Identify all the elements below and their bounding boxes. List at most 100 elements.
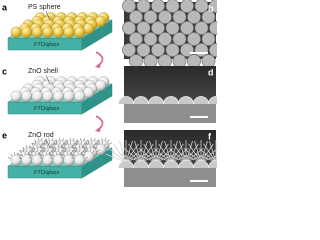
- sem-rod: [108, 148, 127, 163]
- sem-sphere: [158, 54, 172, 68]
- sem-image: [122, 0, 217, 68]
- sem-rod: [158, 143, 172, 163]
- sem-sphere: [143, 10, 158, 24]
- sphere: [63, 90, 75, 102]
- arrow-head: [95, 126, 101, 132]
- sem-rod: [194, 140, 202, 163]
- sphere: [42, 26, 54, 38]
- sphere: [10, 26, 22, 38]
- sem-sphere: [209, 0, 217, 13]
- sphere: [31, 154, 43, 166]
- sem-dome: [163, 96, 179, 105]
- sem-rod: [119, 140, 127, 163]
- sem-rod: [165, 153, 187, 163]
- sem-dome: [163, 160, 179, 169]
- sem-sphere: [158, 10, 172, 24]
- sem-dome: [193, 96, 209, 105]
- sem-dome: [133, 160, 149, 169]
- sem-rod: [155, 140, 163, 163]
- sem-sphere: [151, 0, 165, 13]
- sem-rod: [173, 143, 187, 163]
- sem-sphere: [165, 43, 180, 57]
- sem-rod: [164, 140, 172, 163]
- sem-rod: [195, 153, 217, 163]
- sem-dome: [193, 160, 209, 169]
- sem-rod: [125, 140, 133, 163]
- sphere: [74, 26, 86, 38]
- sem-dome: [118, 160, 134, 169]
- sphere: [31, 90, 43, 102]
- sphere: [31, 26, 43, 38]
- sem-sphere: [187, 54, 201, 68]
- sem-dome: [133, 96, 149, 105]
- sem-rod: [198, 148, 217, 163]
- sem-dome: [208, 160, 217, 169]
- layer-label: ZnO shell: [28, 68, 58, 75]
- sem-rod: [113, 143, 127, 163]
- sphere: [52, 90, 65, 102]
- panel-letter: e: [2, 130, 7, 140]
- sphere: [52, 154, 65, 166]
- sem-sphere: [187, 10, 201, 24]
- sem-rod: [188, 143, 202, 163]
- arrow-head: [95, 62, 101, 68]
- sem-rod: [134, 140, 142, 163]
- sem-dome: [148, 160, 164, 169]
- sem-rod: [168, 148, 187, 163]
- sem-sphere: [122, 21, 136, 35]
- sem-rod: [200, 148, 217, 163]
- sem-sphere: [172, 10, 187, 24]
- sem-rod: [180, 153, 202, 163]
- sphere: [52, 26, 65, 38]
- sem-sphere: [194, 0, 209, 13]
- sem-sphere: [122, 43, 136, 57]
- sphere: [63, 26, 75, 38]
- sem-rod: [140, 148, 159, 163]
- sem-sphere: [172, 54, 187, 68]
- sem-sphere: [143, 54, 158, 68]
- sphere: [21, 154, 33, 166]
- sem-sphere: [129, 10, 143, 24]
- sem-sphere: [194, 21, 209, 35]
- sem-sphere: [122, 0, 136, 13]
- sphere: [21, 90, 33, 102]
- panel-letter: b: [208, 3, 214, 13]
- sem-sphere: [180, 21, 194, 35]
- sem-sphere: [151, 43, 165, 57]
- sphere: [10, 90, 22, 102]
- layer-label: ZnO rod: [28, 132, 54, 139]
- sem-rod: [128, 143, 142, 163]
- sem-sphere: [209, 21, 217, 35]
- sem-substrate: [124, 104, 216, 123]
- sem-sphere: [201, 32, 216, 46]
- sem-rod: [143, 143, 157, 163]
- sem-dome: [208, 96, 217, 105]
- sphere: [10, 154, 22, 166]
- label-pointer: [45, 74, 51, 85]
- sem-rod: [185, 140, 193, 163]
- sem-rod: [140, 140, 148, 163]
- substrate-label: FTO/glass: [34, 42, 60, 48]
- sem-rod: [179, 140, 187, 163]
- sem-sphere: [136, 21, 151, 35]
- sem-rod: [123, 148, 142, 163]
- sem-rod: [149, 140, 157, 163]
- sphere: [42, 154, 54, 166]
- sem-dome: [178, 96, 194, 105]
- sem-sphere: [151, 21, 165, 35]
- sem-rod: [170, 140, 178, 163]
- layer-label: PS sphere: [28, 4, 61, 11]
- label-pointer: [45, 138, 51, 149]
- sem-sphere: [158, 32, 172, 46]
- sem-rod: [135, 153, 157, 163]
- sem-sphere: [129, 32, 143, 46]
- sem-rod: [200, 140, 208, 163]
- panel-letter: a: [2, 2, 8, 12]
- panel-letter: c: [2, 66, 7, 76]
- sem-rod: [203, 143, 217, 163]
- sphere: [21, 26, 33, 38]
- substrate-label: FTO/glass: [34, 106, 60, 112]
- sem-sphere: [165, 21, 180, 35]
- sem-substrate: [124, 168, 216, 187]
- sem-sphere: [136, 43, 151, 57]
